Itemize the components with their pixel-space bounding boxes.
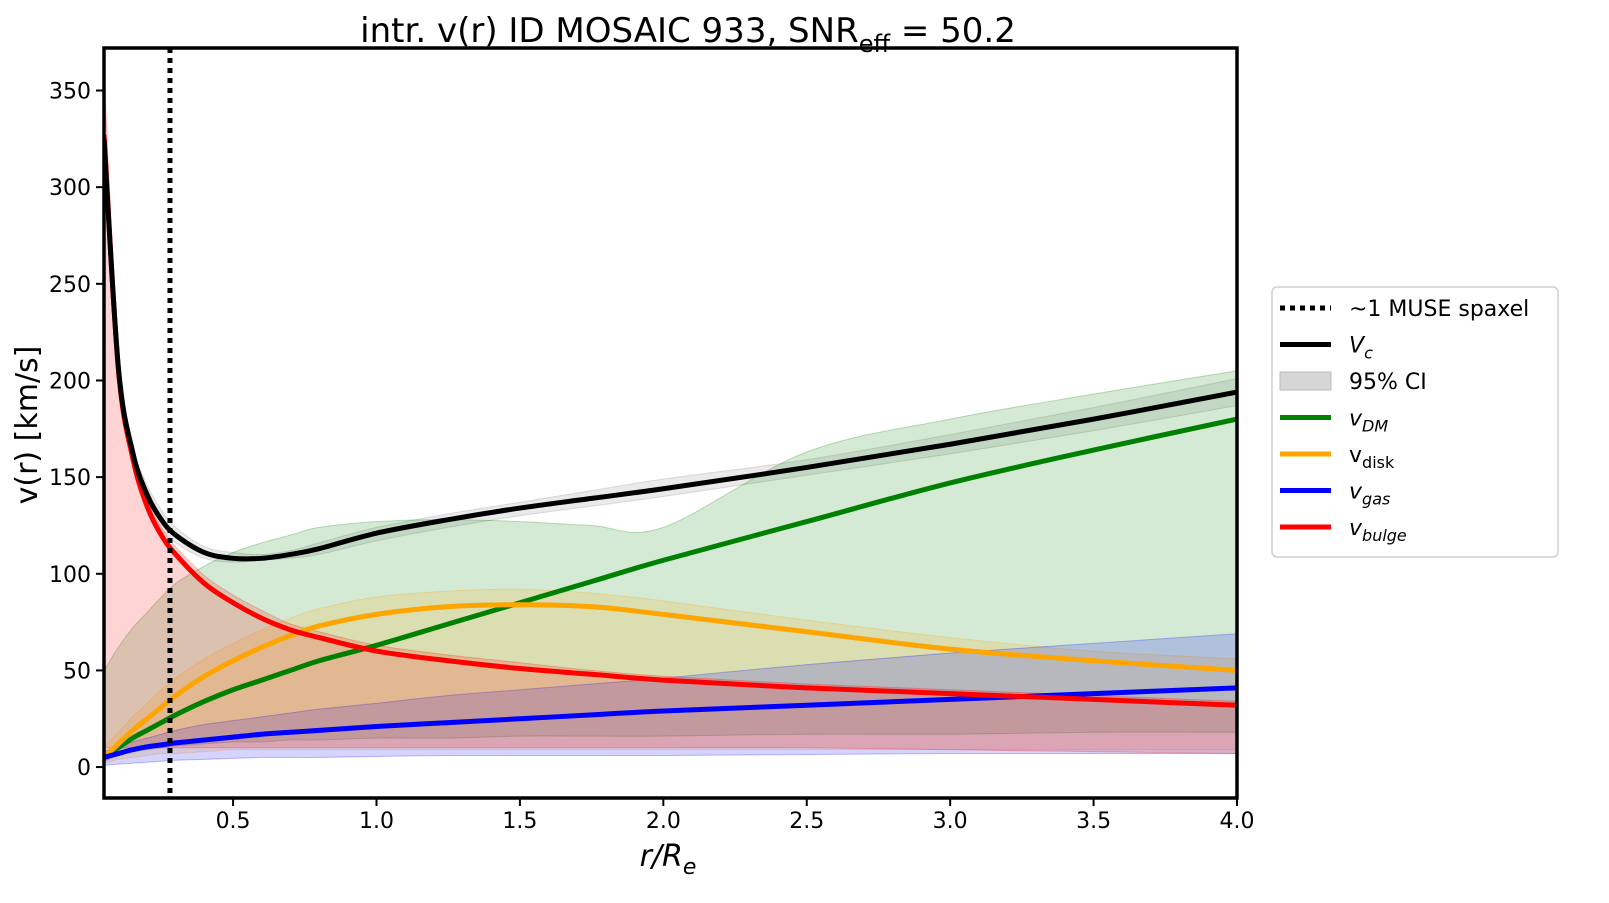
legend-box (1271, 286, 1559, 558)
legend-entry: ~1 MUSE spaxel (1280, 297, 1529, 322)
plot-frame (102, 46, 1239, 800)
ci-band-bulge (104, 71, 1237, 755)
ci-band-gas (104, 633, 1237, 766)
confidence-bands (104, 71, 1237, 766)
legend-entry: vdisk (1280, 443, 1395, 472)
y-tick-label: 50 (63, 659, 91, 684)
y-tick-label: 350 (49, 80, 91, 105)
y-tick-label: 0 (77, 756, 91, 781)
legend-entry: Vc (1280, 334, 1373, 363)
legend-entry: vbulge (1280, 516, 1407, 545)
y-tick-label: 250 (49, 273, 91, 298)
legend-label: Vc (1349, 334, 1373, 363)
chart-title: intr. v(r) ID MOSAIC 933, SNReff = 50.2 (360, 11, 1016, 58)
y-tick-label: 200 (49, 369, 91, 394)
series-line-disk (104, 602, 1237, 760)
legend-entry: vDM (1280, 407, 1388, 436)
legend-swatch (1279, 371, 1332, 391)
legend-label: 95% CI (1349, 370, 1427, 395)
y-axis-label: v(r) [km/s] (10, 346, 45, 505)
x-tick-label: 0.5 (216, 809, 251, 834)
legend-label: vbulge (1349, 516, 1407, 545)
x-tick-label: 1.5 (502, 809, 537, 834)
legend-label: vDM (1349, 407, 1388, 436)
series-lines (104, 134, 1237, 760)
x-tick-label: 4.0 (1220, 809, 1255, 834)
x-tick-label: 2.5 (789, 809, 824, 834)
series-line-bulge (104, 134, 1237, 708)
x-tick-label: 2.0 (646, 809, 681, 834)
x-tick-label: 3.0 (933, 809, 968, 834)
series-line-gas (104, 685, 1237, 760)
legend-entry: vgas (1280, 480, 1390, 509)
ci-band-c (104, 129, 1237, 563)
legend-label: ~1 MUSE spaxel (1349, 297, 1529, 322)
y-axis-ticks: 0 50 100 150 200 250 300 350 (49, 80, 104, 781)
legend-label: vdisk (1349, 443, 1395, 472)
x-axis-label: r/Re (640, 839, 697, 880)
legend: ~1 MUSE spaxel Vc 95% CI vDM vdisk vgas vbulge (1271, 286, 1559, 558)
x-axis-ticks: 0.5 1.0 1.5 2.0 2.5 3.0 3.5 4.0 (216, 798, 1255, 834)
series-line-c (104, 138, 1237, 562)
x-tick-label: 3.5 (1076, 809, 1111, 834)
x-tick-label: 1.0 (359, 809, 394, 834)
legend-label: vgas (1349, 480, 1390, 509)
y-tick-label: 150 (49, 466, 91, 491)
y-tick-label: 300 (49, 176, 91, 201)
legend-entry: 95% CI (1279, 370, 1427, 395)
y-tick-label: 100 (49, 563, 91, 588)
